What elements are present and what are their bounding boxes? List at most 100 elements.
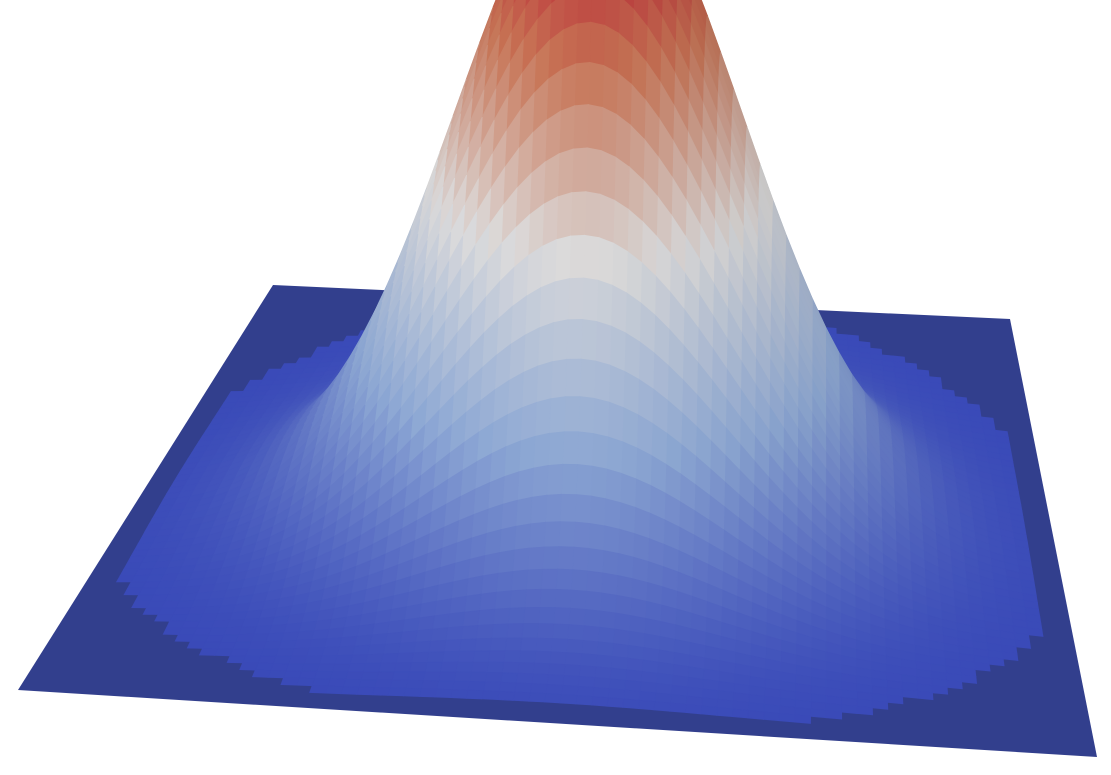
surface-facet xyxy=(561,23,578,71)
surface-facet xyxy=(497,690,516,701)
surface-facet xyxy=(557,546,575,571)
surface-facet xyxy=(684,704,702,715)
surface-facet xyxy=(549,651,567,665)
surface-facet xyxy=(1014,639,1032,649)
surface-facet xyxy=(342,678,362,688)
surface-facet xyxy=(603,498,621,530)
surface-facet xyxy=(576,685,595,697)
surface-facet xyxy=(565,638,584,655)
surface-facet xyxy=(641,659,659,674)
surface-facet xyxy=(409,661,428,673)
surface-facet xyxy=(416,615,435,632)
surface-facet xyxy=(558,105,575,155)
surface-facet xyxy=(564,652,583,666)
surface-facet xyxy=(418,600,437,619)
surface-facet xyxy=(763,711,780,722)
surface-facet xyxy=(601,64,618,115)
surface-facet xyxy=(598,193,615,244)
surface-facet xyxy=(464,593,482,613)
surface-facet xyxy=(566,318,583,360)
surface-facet xyxy=(1027,627,1044,637)
surface-facet xyxy=(498,681,517,693)
surface-facet xyxy=(484,671,503,683)
surface-facet xyxy=(126,581,147,589)
surface-facet xyxy=(640,670,658,684)
surface-facet xyxy=(378,662,397,673)
surface-facet xyxy=(198,647,219,656)
surface-facet xyxy=(254,662,274,671)
surface-facet xyxy=(544,693,562,704)
surface-facet xyxy=(960,674,978,684)
surface-facet xyxy=(522,606,541,624)
surface-facet xyxy=(747,710,765,720)
surface-facet xyxy=(413,640,432,654)
surface-facet xyxy=(810,708,827,719)
surface-facet xyxy=(579,358,596,399)
surface-facet xyxy=(551,319,569,363)
surface-facet xyxy=(731,708,749,719)
surface-facet xyxy=(426,651,445,663)
surface-facet xyxy=(778,713,796,723)
surface-facet xyxy=(309,685,329,694)
surface-facet xyxy=(559,493,577,523)
surface-facet xyxy=(358,679,378,688)
surface-facet xyxy=(629,597,647,619)
surface-facet xyxy=(614,594,632,616)
surface-facet xyxy=(507,607,526,625)
surface-facet xyxy=(615,574,633,599)
surface-facet xyxy=(578,396,595,434)
surface-facet xyxy=(559,694,578,705)
surface-facet xyxy=(492,607,511,625)
surface-facet xyxy=(622,370,640,416)
surface-facet xyxy=(460,624,479,640)
surface-facet xyxy=(462,610,481,627)
surface-facet xyxy=(620,440,638,480)
surface-facet xyxy=(856,705,874,716)
surface-facet xyxy=(530,494,548,525)
surface-facet xyxy=(586,547,604,574)
surface-facet xyxy=(794,714,812,724)
surface-facet xyxy=(593,677,611,690)
surface-facet xyxy=(397,641,416,654)
surface-facet xyxy=(532,662,551,675)
surface-facet xyxy=(515,672,534,685)
surface-facet xyxy=(871,700,889,710)
surface-facet xyxy=(165,620,186,629)
surface-facet xyxy=(550,638,568,654)
surface-facet xyxy=(569,589,587,610)
surface-facet xyxy=(563,664,581,677)
surface-facet xyxy=(562,674,580,687)
surface-facet xyxy=(607,688,626,700)
surface-facet xyxy=(324,685,344,695)
surface-facet xyxy=(624,679,642,692)
surface-facet xyxy=(554,588,572,609)
surface-facet xyxy=(584,191,601,239)
surface-facet xyxy=(546,463,564,496)
surface-facet xyxy=(564,358,582,398)
surface-facet xyxy=(484,529,502,557)
surface-facet xyxy=(518,435,536,473)
surface-facet xyxy=(574,494,592,524)
surface-facet xyxy=(600,106,617,158)
surface-facet xyxy=(616,552,634,580)
surface-facet xyxy=(568,607,586,627)
surface-facet xyxy=(611,242,628,294)
surface-facet xyxy=(517,662,535,675)
surface-facet xyxy=(142,607,163,615)
surface-facet xyxy=(521,365,539,409)
surface-facet xyxy=(512,547,530,572)
surface-facet xyxy=(575,464,593,497)
surface-facet xyxy=(433,598,452,617)
surface-facet xyxy=(500,672,518,684)
surface-facet xyxy=(389,679,409,689)
surface-facet xyxy=(494,590,512,610)
surface-facet xyxy=(119,568,139,577)
surface-facet xyxy=(533,650,552,665)
surface-facet xyxy=(567,624,585,641)
surface-facet xyxy=(513,523,532,551)
surface-facet xyxy=(610,284,627,334)
surface-facet xyxy=(272,655,292,665)
surface-facet xyxy=(313,670,333,680)
